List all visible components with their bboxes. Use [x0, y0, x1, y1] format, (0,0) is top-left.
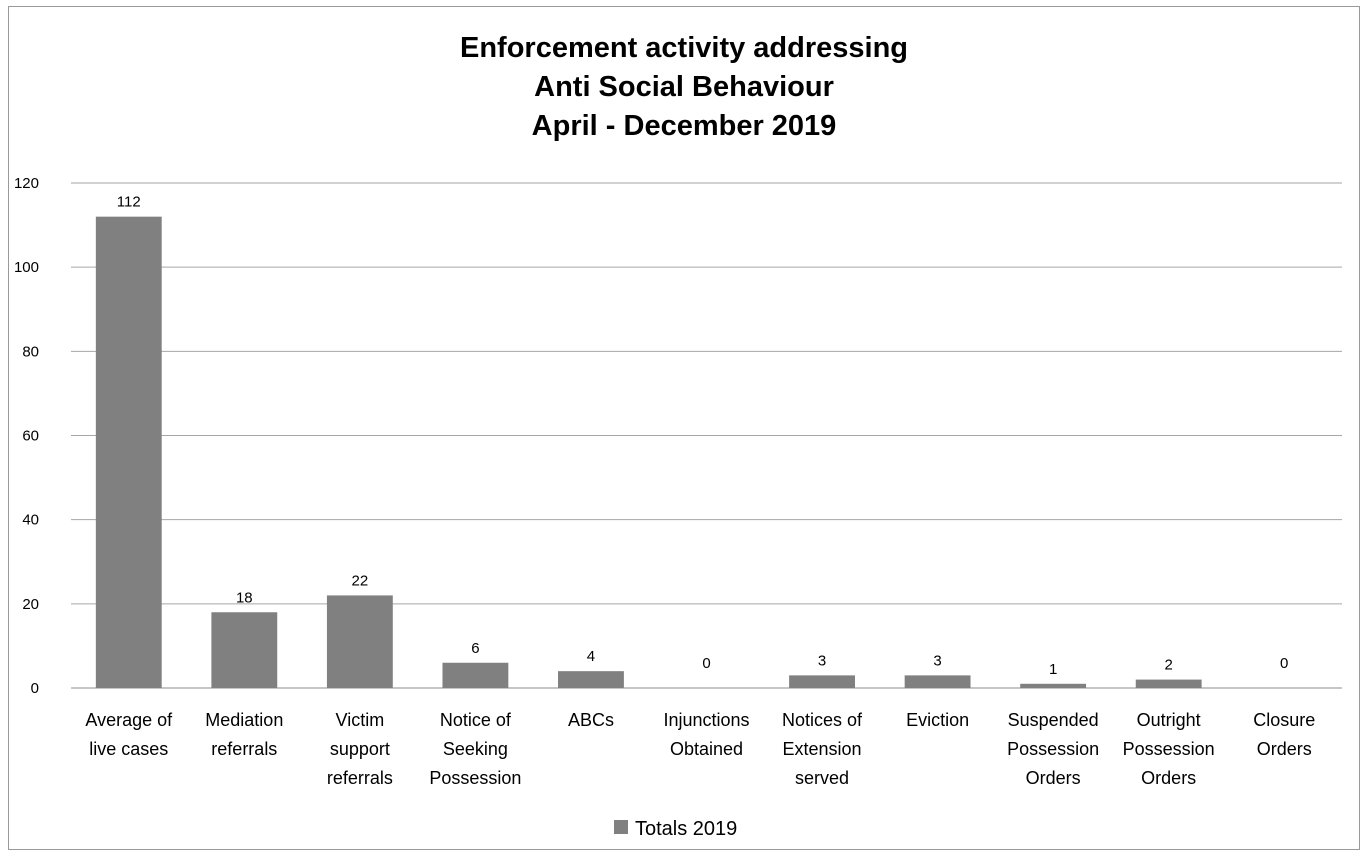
- y-tick-label-80: 80: [22, 343, 39, 360]
- data-label-10: 2: [1165, 657, 1173, 674]
- bar-8: [904, 675, 971, 688]
- x-category-label-3: Victim support referrals: [327, 710, 393, 788]
- x-category-label-10: Outright Possession Orders: [1123, 710, 1215, 788]
- legend: Totals 2019: [614, 818, 737, 840]
- x-category-label-4: Notice of Seeking Possession: [429, 710, 521, 788]
- x-category-label-9: Suspended Possession Orders: [1007, 710, 1099, 788]
- x-category-label-7: Notices of Extension served: [782, 710, 863, 788]
- bar-3: [326, 595, 393, 688]
- chart-title-line-3: April - December 2019: [532, 110, 837, 142]
- legend-swatch-totals-2019: [614, 820, 628, 834]
- bars: [95, 216, 1202, 688]
- bar-chart: Enforcement activity addressing Anti Soci…: [14, 32, 1342, 840]
- data-label-4: 6: [471, 640, 479, 657]
- data-label-1: 112: [117, 194, 141, 211]
- data-label-7: 3: [818, 652, 826, 669]
- bar-1: [95, 216, 162, 688]
- x-axis-categories: Average of live cases Mediation referrals Vi…: [85, 710, 1315, 788]
- data-label-6: 0: [702, 655, 710, 672]
- x-category-label-2: Mediation referrals: [205, 710, 283, 759]
- bar-2: [211, 612, 278, 688]
- x-category-label-5: ABCs: [568, 710, 614, 730]
- data-label-9: 1: [1049, 661, 1057, 678]
- y-tick-label-20: 20: [22, 596, 39, 613]
- x-category-label-8: Eviction: [906, 710, 969, 730]
- bar-4: [442, 662, 509, 688]
- gridlines: [71, 182, 1342, 689]
- data-label-5: 4: [587, 648, 595, 665]
- data-label-8: 3: [933, 652, 941, 669]
- legend-label-totals-2019: Totals 2019: [635, 818, 737, 840]
- data-labels: 112 18 22 6 4 0 3 3 1 2 0: [117, 194, 1289, 678]
- x-category-label-11: Closure Orders: [1253, 710, 1315, 759]
- y-axis-ticks: 0 20 40 60 80 100 120: [14, 175, 39, 697]
- data-label-11: 0: [1280, 655, 1288, 672]
- x-category-label-6: Injunctions Obtained: [663, 710, 749, 759]
- y-tick-label-40: 40: [22, 512, 39, 529]
- bar-5: [558, 671, 624, 688]
- chart-frame: Enforcement activity addressing Anti Soci…: [8, 6, 1360, 850]
- bar-7: [789, 675, 855, 688]
- bar-9: [1020, 683, 1087, 688]
- data-label-2: 18: [236, 589, 253, 606]
- bar-10: [1135, 679, 1202, 688]
- x-category-label-1: Average of live cases: [85, 710, 173, 759]
- chart-title-line-1: Enforcement activity addressing: [460, 32, 908, 64]
- y-tick-label-100: 100: [14, 259, 39, 276]
- y-tick-label-0: 0: [31, 680, 39, 697]
- data-label-3: 22: [352, 572, 369, 589]
- y-tick-label-60: 60: [22, 428, 39, 445]
- chart-title: Enforcement activity addressing Anti Soci…: [460, 32, 908, 142]
- chart-title-line-2: Anti Social Behaviour: [534, 71, 834, 103]
- y-tick-label-120: 120: [14, 175, 39, 192]
